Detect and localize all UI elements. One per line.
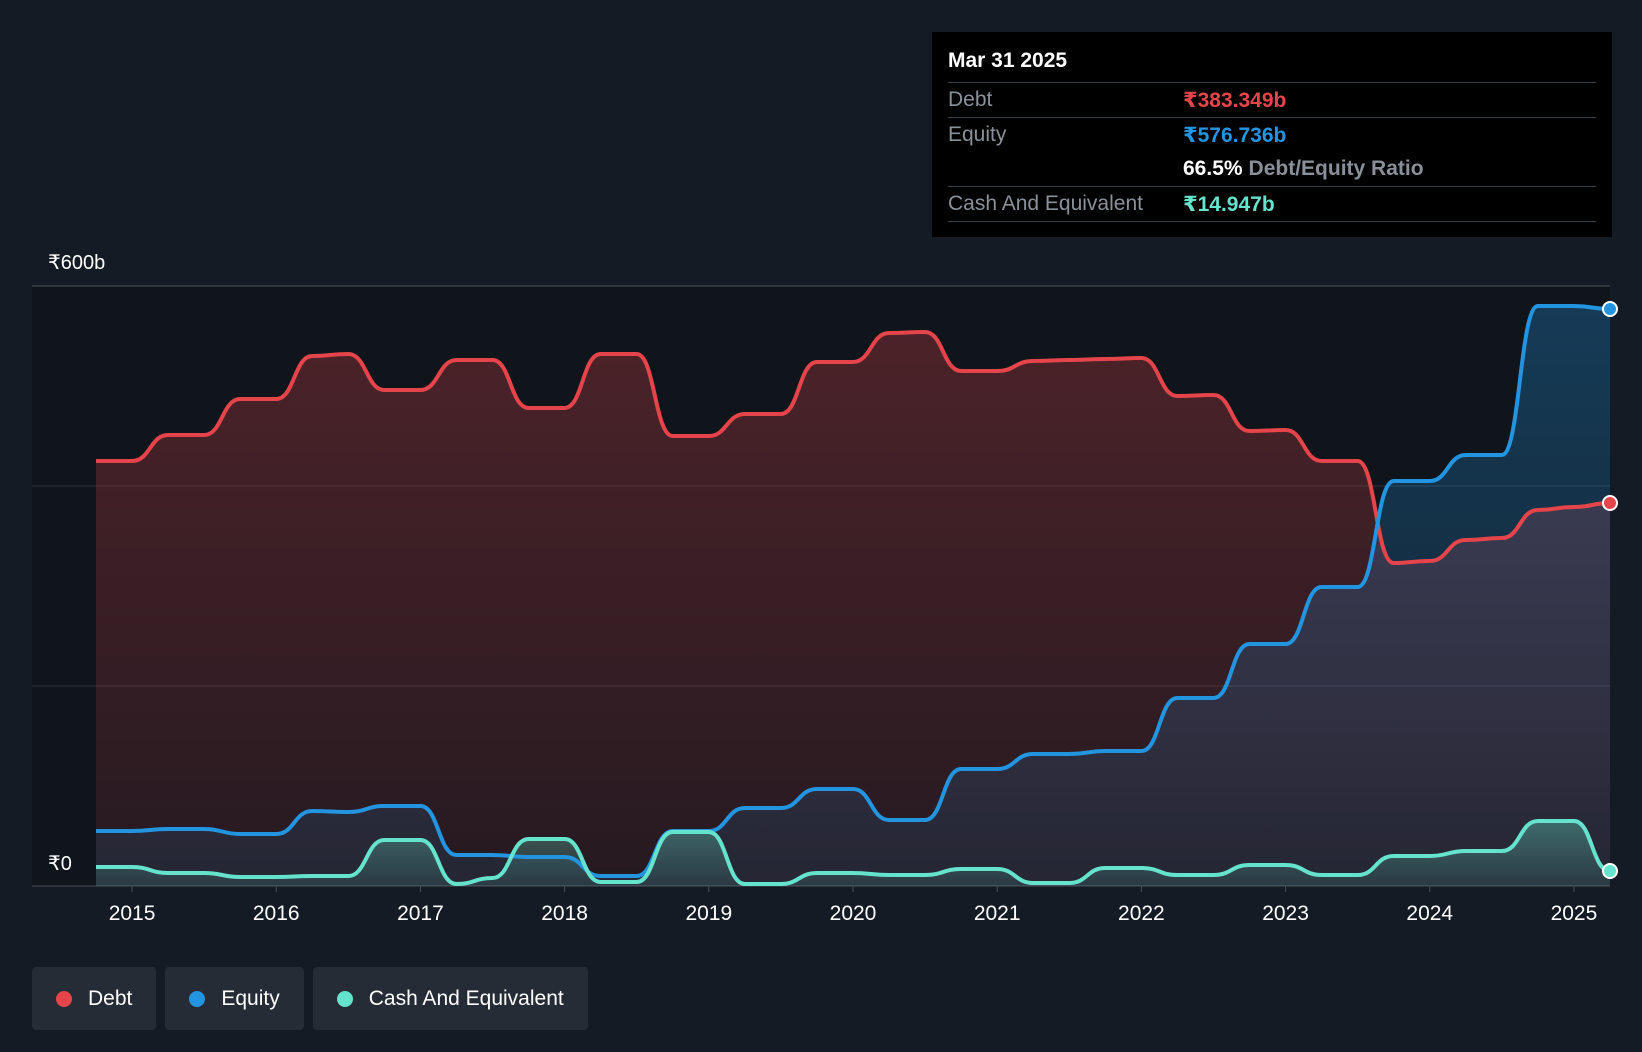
- legend-dot-debt-icon: [56, 990, 72, 1007]
- x-tick-label-2019: 2019: [685, 902, 732, 925]
- y-tick-label-zero: ₹0: [48, 853, 72, 875]
- tooltip-equity-label: Equity: [948, 123, 1007, 146]
- x-tick-label-2024: 2024: [1406, 902, 1453, 925]
- x-tick-label-2021: 2021: [974, 902, 1021, 925]
- series-endpoints: [1602, 301, 1618, 879]
- x-tick-label-2025: 2025: [1551, 902, 1598, 925]
- x-tick-label-2022: 2022: [1118, 902, 1165, 925]
- y-tick-label-top: ₹600b: [48, 252, 106, 274]
- tooltip-row-ratio: 66.5% Debt/Equity Ratio: [948, 152, 1596, 187]
- legend-label-debt: Debt: [88, 986, 133, 1010]
- line-debt: [96, 330, 1611, 565]
- x-axis-ticks: 2015 2016 2017 2018 2019 2020 2021 2022 2023 2024…: [109, 886, 1598, 925]
- tooltip-debt-value: ₹383.349b: [1183, 88, 1287, 112]
- line-equity: [96, 304, 1611, 878]
- legend-label-equity: Equity: [221, 986, 280, 1010]
- x-tick-label-2017: 2017: [397, 902, 444, 925]
- tooltip-panel: Mar 31 2025 Debt ₹383.349b Equity ₹576.7…: [932, 32, 1612, 237]
- legend-label-cash: Cash And Equivalent: [368, 986, 564, 1010]
- legend-dot-equity-icon: [189, 990, 206, 1007]
- series-lines: [96, 304, 1611, 886]
- tooltip-debt-label: Debt: [948, 88, 993, 111]
- area-equity: [96, 306, 1610, 886]
- x-tick-label-2023: 2023: [1262, 902, 1309, 925]
- legend-item-cash[interactable]: Cash And Equivalent: [312, 967, 588, 1030]
- tooltip-row-cash: Cash And Equivalent ₹14.947b: [948, 187, 1596, 222]
- endpoint-cash: [1602, 863, 1618, 879]
- tooltip-ratio-label: Debt/Equity Ratio: [1248, 157, 1424, 180]
- tooltip-row-debt: Debt ₹383.349b: [948, 83, 1596, 118]
- tooltip-cash-label: Cash And Equivalent: [948, 192, 1143, 215]
- endpoint-equity: [1602, 301, 1618, 317]
- tooltip-date: Mar 31 2025: [948, 46, 1596, 83]
- tooltip-ratio-value: 66.5%: [1183, 157, 1243, 180]
- endpoint-debt: [1602, 495, 1618, 511]
- tooltip-row-equity: Equity ₹576.736b: [948, 118, 1596, 152]
- x-tick-label-2015: 2015: [109, 902, 156, 925]
- legend-item-debt[interactable]: Debt: [32, 967, 157, 1030]
- x-tick-label-2016: 2016: [253, 902, 300, 925]
- legend-dot-cash-icon: [336, 990, 353, 1007]
- tooltip-cash-value: ₹14.947b: [1183, 192, 1275, 216]
- legend-item-equity[interactable]: Equity: [165, 967, 304, 1030]
- x-tick-label-2018: 2018: [541, 902, 588, 925]
- tooltip-equity-value: ₹576.736b: [1183, 123, 1287, 147]
- line-cash: [96, 819, 1611, 886]
- x-tick-label-2020: 2020: [830, 902, 877, 925]
- legend: Debt Equity Cash And Equivalent: [32, 967, 588, 1030]
